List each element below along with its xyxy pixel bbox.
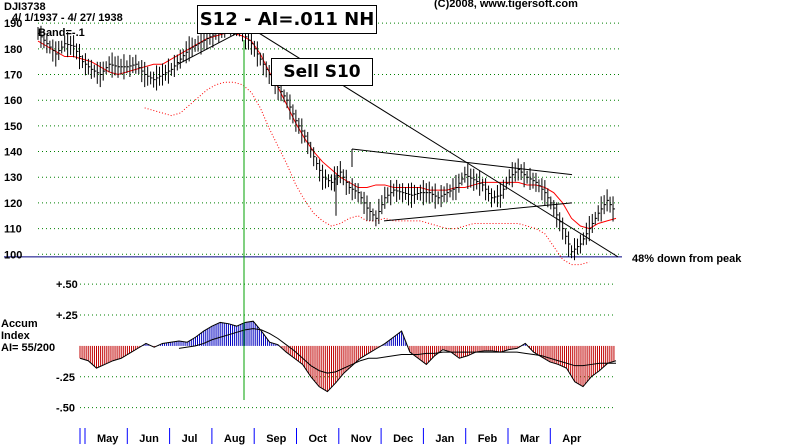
bollinger-bands [37, 32, 617, 266]
price-tick-label: 160 [4, 95, 22, 107]
month-label: Jan [435, 433, 454, 445]
ticker-label: DJI3738 [4, 1, 46, 13]
price-tick-label: 170 [4, 70, 22, 82]
month-axis: May Jun Jul Aug Sep Oct Nov Dec Jan Feb Mar Apr [79, 428, 582, 445]
accum-bars [79, 320, 617, 393]
band-label: Band=-.1 [38, 27, 85, 39]
ai-value-label: AI= 55/200 [1, 342, 56, 354]
accum-tick-label: -.25 [56, 372, 75, 384]
price-tick-label: 150 [4, 121, 22, 133]
price-tick-label: 180 [4, 44, 22, 56]
s12-signal-callout: S12 - AI=.011 NH [197, 5, 377, 34]
month-label: Sep [266, 433, 286, 445]
band-lower [144, 81, 590, 266]
date-range: 4/ 1/1937 - 4/ 27/ 1938 [12, 12, 123, 24]
month-label: Dec [393, 433, 413, 445]
trendline-wedge-upper [351, 148, 573, 176]
price-grid [4, 22, 622, 258]
price-tick-label: 130 [4, 172, 22, 184]
accum-line [79, 320, 617, 393]
trendline-wedge-lower [383, 202, 573, 222]
copyright: (C)2008, www.tigersoft.com [434, 0, 578, 10]
price-tick-label: 100 [4, 249, 22, 261]
price-axis: 190 180 170 160 150 140 130 120 110 100 [4, 18, 22, 261]
month-label: Nov [351, 433, 373, 445]
price-tick-label: 110 [4, 224, 22, 236]
accum-tick-label: +.50 [56, 279, 78, 291]
index-label: Index [1, 330, 30, 342]
trend-lines [177, 17, 619, 400]
s10-signal-callout: Sell S10 [271, 58, 373, 86]
price-tick-label: 120 [4, 198, 22, 210]
accum-label: Accum [1, 318, 38, 330]
month-label: Oct [309, 433, 328, 445]
accum-tick-label: -.50 [56, 403, 75, 415]
month-label: Aug [224, 433, 245, 445]
accum-moving-average [178, 328, 616, 374]
month-label: Jun [139, 433, 159, 445]
price-tick-label: 140 [4, 147, 22, 159]
accum-axis: +.50 +.25 -.25 -.50 [56, 279, 78, 414]
month-label: Jul [182, 433, 198, 445]
accum-tick-label: +.25 [56, 310, 78, 322]
accum-grid [80, 283, 616, 409]
band-upper [37, 32, 617, 230]
month-label: Mar [520, 433, 540, 445]
month-label: May [97, 433, 119, 445]
price-tick-label: 190 [4, 18, 22, 30]
month-label: Feb [478, 433, 498, 445]
decline-label: 48% down from peak [632, 253, 742, 265]
month-label: Apr [562, 433, 582, 445]
